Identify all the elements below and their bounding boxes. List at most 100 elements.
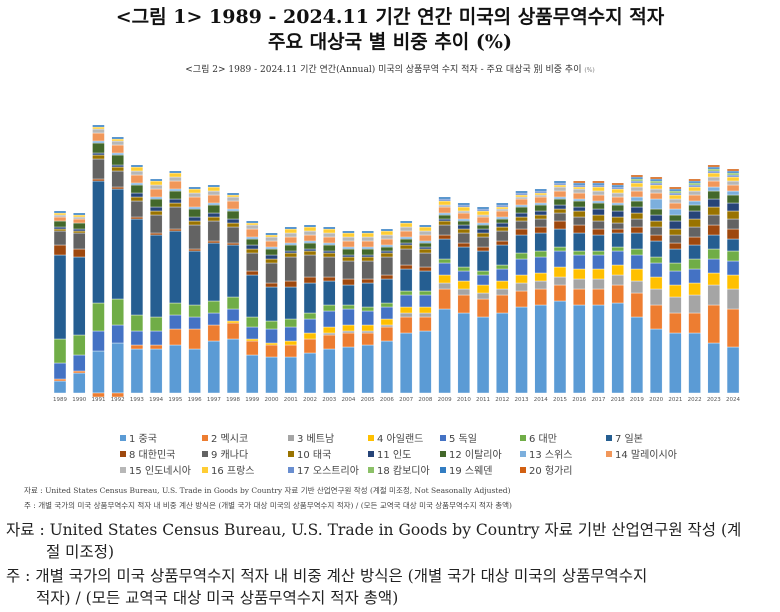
bar-segment-2000-series-2 bbox=[265, 344, 278, 358]
bar-segment-2015-series-1 bbox=[553, 300, 567, 394]
x-tick-label: 2011 bbox=[476, 397, 490, 403]
bar-segment-2023-series-6 bbox=[707, 248, 721, 260]
body-note: 주 : 개별 국가의 미국 상품무역수지 적자 내 비중 계산 방식은 (개별 … bbox=[6, 565, 776, 609]
bar-segment-1992-series-8 bbox=[111, 186, 124, 190]
bar-segment-1993-series-9 bbox=[130, 200, 144, 218]
bar-segment-1994-series-16 bbox=[149, 180, 163, 186]
bar-segment-1989-series-11 bbox=[53, 226, 67, 230]
bar-segment-1991-series-5 bbox=[92, 330, 105, 352]
bar-segment-2018-series-5 bbox=[611, 250, 624, 266]
bar-segment-1997-series-8 bbox=[207, 240, 221, 244]
bar-segment-2010-series-3 bbox=[457, 288, 471, 296]
bar-segment-2020-series-2 bbox=[649, 304, 663, 330]
bar-segment-1997-series-16 bbox=[207, 186, 221, 192]
bar-segment-1993-series-13 bbox=[130, 182, 144, 186]
bar-segment-1997-series-11 bbox=[207, 212, 221, 218]
bar-segment-2016-series-7 bbox=[573, 232, 586, 252]
bar-segment-1999-series-5 bbox=[246, 326, 259, 340]
bar-segment-2013-series-14 bbox=[515, 198, 528, 206]
x-tick-label: 1992 bbox=[111, 397, 125, 403]
bar-segment-2024-series-16 bbox=[726, 176, 740, 182]
bar-segment-2009-series-12 bbox=[438, 214, 451, 220]
bar-segment-1993-series-2 bbox=[130, 344, 144, 350]
bar-segment-2017-series-11 bbox=[592, 208, 605, 216]
bar-segment-2018-series-3 bbox=[611, 274, 624, 286]
legend-swatch bbox=[120, 467, 126, 473]
bar-segment-2010-series-10 bbox=[457, 228, 471, 234]
bar-segment-2007-series-14 bbox=[399, 230, 413, 238]
bar-segment-1994-series-1 bbox=[149, 348, 163, 394]
bar-segment-2001-series-10 bbox=[284, 252, 297, 258]
bar-segment-1999-series-13 bbox=[246, 236, 259, 240]
legend-item: 13 스위스 bbox=[520, 446, 573, 461]
bar-segment-1990-series-10 bbox=[73, 230, 86, 234]
bar-segment-1996-series-11 bbox=[188, 216, 201, 222]
legend-label: 8 대한민국 bbox=[129, 450, 176, 461]
legend-item: 9 캐나다 bbox=[202, 446, 248, 461]
bar-segment-1992-series-14 bbox=[111, 144, 124, 154]
legend-label: 3 베트남 bbox=[297, 434, 335, 445]
bar-segment-1998-series-4 bbox=[226, 320, 240, 324]
bar-segment-2000-series-16 bbox=[265, 234, 278, 238]
bar-segment-2013-series-10 bbox=[515, 216, 528, 222]
bar-segment-2007-series-19 bbox=[399, 220, 413, 224]
bar-segment-2022-series-19 bbox=[688, 180, 701, 184]
bar-segment-2005-series-10 bbox=[361, 256, 374, 262]
bar-segment-2015-series-17 bbox=[553, 182, 567, 186]
bar-segment-2013-series-1 bbox=[515, 306, 528, 394]
bar-segment-1997-series-5 bbox=[207, 312, 221, 326]
legend-swatch bbox=[520, 467, 526, 473]
bar-segment-2010-series-8 bbox=[457, 242, 471, 248]
bar-segment-2006-series-12 bbox=[380, 246, 394, 252]
bar-segment-1989-series-14 bbox=[53, 216, 67, 222]
bar-segment-2004-series-9 bbox=[342, 260, 355, 280]
body-note-line-1: 주 : 개별 국가의 미국 상품무역수지 적자 내 비중 계산 방식은 (개별 … bbox=[6, 567, 648, 585]
bar-segment-2018-series-14 bbox=[611, 196, 624, 204]
bar-segment-2008-series-16 bbox=[419, 226, 432, 232]
bar-segment-2020-series-14 bbox=[649, 192, 663, 200]
bar-segment-2013-series-7 bbox=[515, 234, 528, 254]
bar-segment-1994-series-10 bbox=[149, 210, 163, 216]
bar-segment-1996-series-9 bbox=[188, 224, 201, 250]
bar-segment-2015-series-14 bbox=[553, 190, 567, 198]
bar-segment-2019-series-16 bbox=[630, 182, 644, 188]
bar-segment-2010-series-11 bbox=[457, 224, 471, 230]
bar-segment-1995-series-13 bbox=[169, 188, 182, 192]
bar-segment-2016-series-10 bbox=[573, 210, 586, 218]
bar-segment-1996-series-10 bbox=[188, 220, 201, 226]
bar-segment-2019-series-14 bbox=[630, 190, 644, 198]
bar-segment-2003-series-15 bbox=[323, 232, 336, 238]
bar-segment-2023-series-8 bbox=[707, 224, 721, 236]
bar-segment-2021-series-13 bbox=[669, 208, 682, 216]
bar-segment-1997-series-9 bbox=[207, 220, 221, 242]
bar-segment-2020-series-8 bbox=[649, 234, 663, 242]
bar-segment-2010-series-15 bbox=[457, 210, 471, 214]
legend-item: 8 대한민국 bbox=[120, 446, 175, 461]
bar-segment-2015-series-4 bbox=[553, 266, 567, 278]
bar-segment-2017-series-5 bbox=[592, 254, 605, 270]
x-tick-label: 2018 bbox=[611, 397, 625, 403]
bar-segment-2006-series-5 bbox=[380, 306, 394, 320]
bar-segment-2017-series-9 bbox=[592, 220, 605, 230]
bar-segment-2023-series-5 bbox=[707, 258, 721, 274]
x-tick-label: 2001 bbox=[284, 397, 298, 403]
x-tick-label: 2006 bbox=[380, 397, 394, 403]
bar-segment-2014-series-11 bbox=[534, 210, 547, 216]
bar-segment-2011-series-19 bbox=[476, 206, 490, 210]
bar-segment-2004-series-5 bbox=[342, 308, 355, 326]
legend-swatch bbox=[120, 435, 126, 441]
bar-segment-2014-series-1 bbox=[534, 304, 547, 394]
bar-segment-2006-series-4 bbox=[380, 318, 394, 326]
bar-segment-2014-series-14 bbox=[534, 196, 547, 204]
bar-segment-2007-series-3 bbox=[399, 312, 413, 318]
bar-segment-2017-series-8 bbox=[592, 228, 605, 236]
bar-segment-2016-series-5 bbox=[573, 254, 586, 270]
bar-segment-2010-series-5 bbox=[457, 270, 471, 282]
bar-segment-2009-series-15 bbox=[438, 204, 451, 208]
bar-segment-1997-series-12 bbox=[207, 204, 221, 214]
bar-segment-2020-series-7 bbox=[649, 240, 663, 258]
bar-segment-2004-series-8 bbox=[342, 278, 355, 286]
legend-label: 14 말레이시아 bbox=[615, 450, 677, 461]
bar-segment-2005-series-4 bbox=[361, 324, 374, 332]
bar-segment-2004-series-15 bbox=[342, 236, 355, 242]
